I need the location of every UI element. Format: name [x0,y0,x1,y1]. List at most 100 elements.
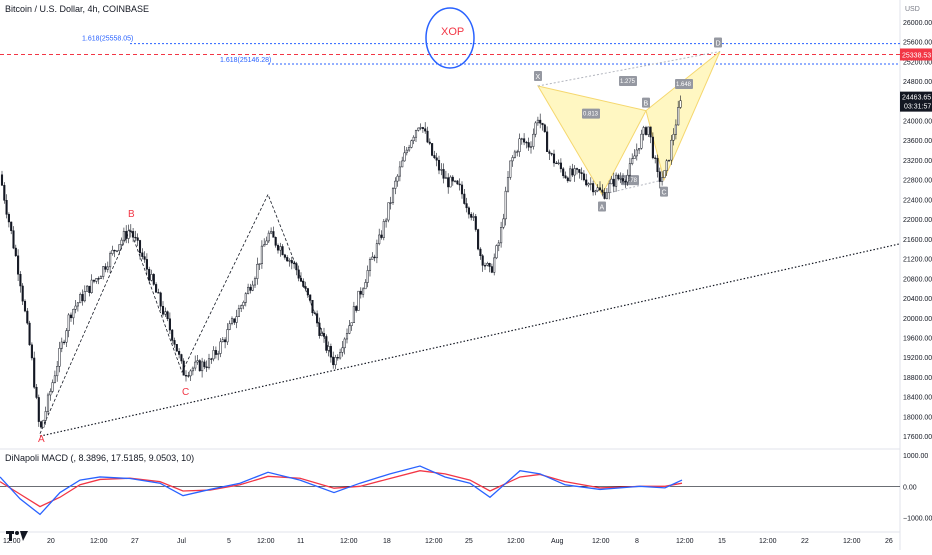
candle-up [472,216,475,218]
trendline-lower[interactable] [39,243,901,437]
candle-up [86,285,89,292]
candle-down [336,357,339,359]
candle-down [318,322,321,336]
candle-down [184,375,188,377]
candle-up [320,333,323,336]
candle-down [437,159,441,171]
price-tick-label: 17600.00 [903,434,932,441]
candle-down [621,178,625,182]
time-tick-label: Jul [177,538,186,545]
candle-down [69,314,73,319]
candle-down [649,126,652,138]
candle-up [509,160,512,178]
candle-up [626,174,629,183]
candle-up [364,282,367,290]
candle-up [194,361,197,369]
bar-countdown-label: 03:31:57 [904,104,931,111]
harmonic-ratio-label: 0.813 [583,112,599,118]
candle-down [467,207,470,215]
candle-up [58,348,61,367]
candle-down [566,177,569,182]
candle-down [233,318,236,323]
candle-up [378,234,381,244]
candle-up [247,286,250,294]
candle-up [79,294,82,304]
harmonic-point-badge [534,70,542,81]
candle-down [552,153,556,164]
candle-down [564,175,567,179]
time-tick-label: 25 [465,538,473,545]
candle-down [612,178,615,187]
time-tick-label: 12:00 [507,538,525,545]
candle-down [157,292,160,294]
macd-tick-label: −1000.00 [903,516,932,523]
harmonic-point-a: A [600,204,605,211]
candle-up [362,288,365,295]
candle-up [608,183,611,194]
candle-up [196,360,199,363]
candle-up [46,394,50,412]
harmonic-xab-triangle[interactable] [536,85,647,196]
macd-line[interactable] [0,465,683,516]
price-axis-currency: USD [905,6,920,13]
candle-down [555,162,558,165]
candle-up [679,100,682,108]
candle-down [23,300,27,312]
time-tick-label: 12:00 [592,538,610,545]
candle-down [145,259,148,270]
harmonic-ratio-label: 1.275 [620,79,636,85]
candle-up [327,346,330,351]
time-tick-label: 11 [297,538,304,545]
candle-up [267,232,270,242]
time-tick-label: 12:00 [425,538,443,545]
candle-down [309,294,312,301]
candle-down [214,350,217,355]
candle-up [221,339,224,343]
candle-up [401,160,404,168]
candle-down [442,169,445,179]
candle-down [28,322,31,346]
candle-up [665,160,668,171]
candle-down [304,286,307,289]
macd-signal-line[interactable] [0,470,683,508]
candle-up [122,231,125,241]
candle-up [230,318,234,324]
candle-up [414,130,418,138]
candle-down [306,288,309,296]
candle-up [497,242,500,246]
xop-circle[interactable] [425,7,475,69]
harmonic-point-badge [642,97,650,108]
candle-up [67,314,70,331]
candle-up [51,382,54,392]
candle-down [421,127,424,129]
candle-down [490,266,493,273]
price-tick-label: 22400.00 [903,197,932,204]
candle-down [447,177,450,188]
candle-up [189,370,192,377]
candle-up [587,183,590,186]
candle-down [543,124,546,133]
candle-down [40,421,43,428]
candle-down [37,397,40,422]
candle-up [90,279,93,293]
candle-down [290,260,293,264]
candle-down [272,231,275,238]
candle-up [212,350,215,360]
candle-up [532,133,535,147]
candle-up [207,358,211,368]
candle-down [373,256,376,259]
price-tick-label: 25600.00 [903,40,932,47]
candle-down [359,290,362,295]
harmonic-point-c: C [662,190,667,197]
candle-down [297,269,300,279]
symbol-legend[interactable]: Bitcoin / U.S. Dollar, 4h, COINBASE [5,4,150,14]
candle-down [601,189,604,193]
candle-down [203,361,206,368]
candle-up [270,231,273,234]
candle-down [286,257,289,262]
abc-wave-path[interactable] [39,193,335,434]
candle-down [575,168,579,170]
candle-up [83,291,86,302]
macd-legend[interactable]: DiNapoli MACD (, 8.3896, 17.5185, 9.0503… [5,453,195,463]
